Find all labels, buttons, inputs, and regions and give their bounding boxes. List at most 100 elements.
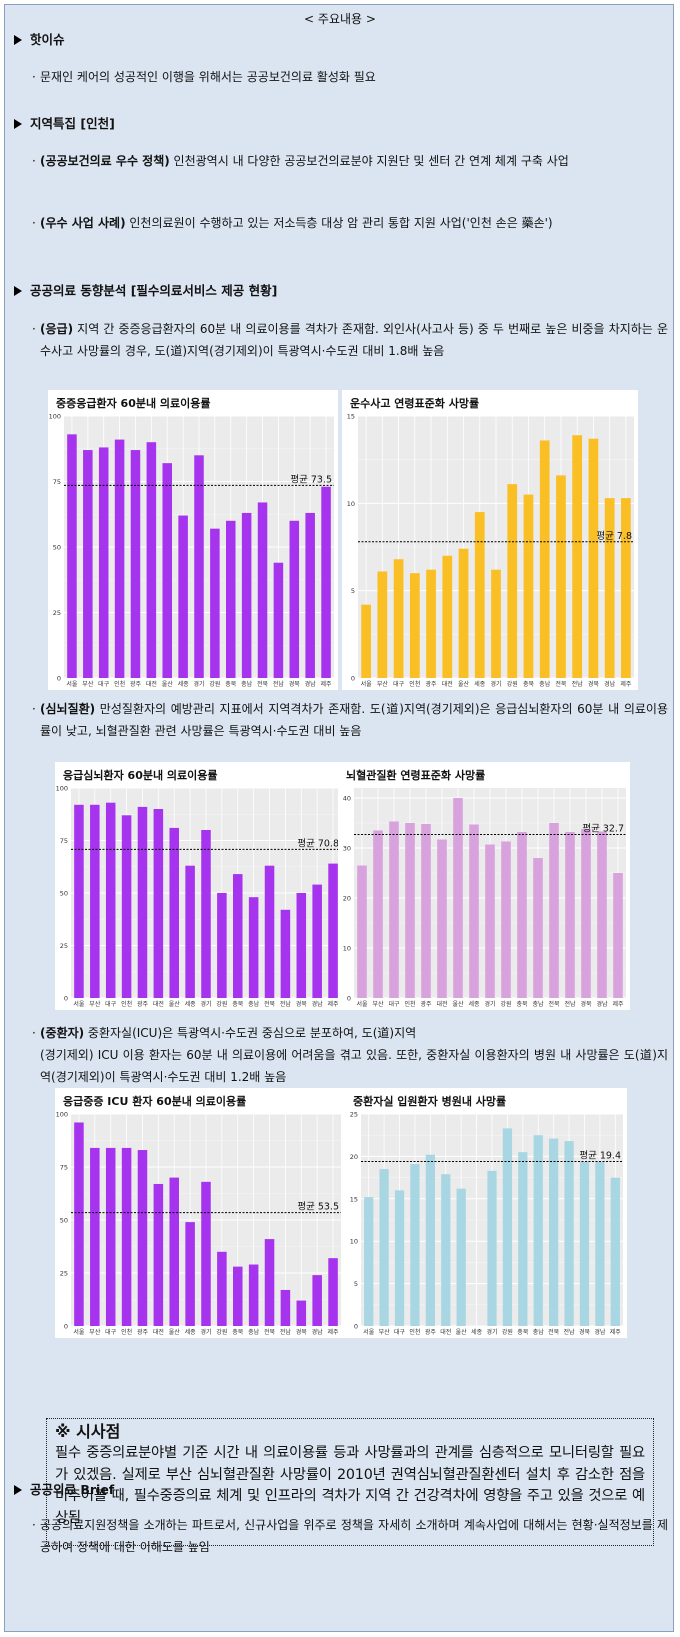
y-tick-label: 10: [350, 1238, 358, 1246]
x-tick-label: 전남: [564, 1328, 576, 1336]
x-tick-label: 경북: [296, 1329, 308, 1336]
y-tick-label: 20: [350, 1153, 358, 1161]
x-tick-label: 세종: [471, 1328, 483, 1336]
x-tick-label: 인천: [409, 1328, 420, 1336]
bar-충남: [533, 1135, 543, 1326]
bar-서울: [74, 1122, 84, 1326]
x-tick-label: 인천: [409, 680, 420, 688]
bar-제주: [328, 863, 338, 998]
y-tick-label: 5: [354, 1280, 358, 1288]
x-tick-label: 울산: [169, 1328, 181, 1336]
x-tick-label: 부산: [82, 680, 94, 688]
bar-전북: [556, 475, 566, 678]
x-tick-label: 인천: [121, 1328, 132, 1336]
bar-대전: [442, 555, 453, 678]
bar-울산: [162, 463, 172, 678]
chart-title: 응급심뇌환자 60분내 의료이용률: [63, 768, 218, 782]
x-tick-label: 충남: [241, 680, 253, 688]
bar-전남: [564, 1141, 574, 1326]
bullet-trend-icu: · (중환자) 중환자실(ICU)은 특광역시·수도권 중심으로 분포하여, 도(…: [32, 1026, 668, 1084]
chart-svg: 중환자실 입원환자 병원내 사망률 0 5 10 15 20 25 서울 부산 대구 인천 광주 대전 울…: [350, 1094, 623, 1336]
bar-전북: [264, 865, 275, 998]
bar-세종: [474, 512, 485, 678]
bar-울산: [453, 798, 463, 998]
y-tick-label: 25: [53, 609, 61, 617]
x-tick-label: 충북: [517, 1328, 529, 1336]
x-tick-label: 충남: [532, 1000, 544, 1008]
bar-경기: [201, 830, 211, 998]
bar-대구: [389, 821, 399, 998]
y-tick-label: 20: [343, 895, 351, 903]
bar-제주: [328, 1258, 338, 1326]
bar-경북: [581, 829, 591, 998]
x-tick-label: 경북: [296, 1001, 308, 1008]
bar-경북: [588, 438, 599, 678]
x-tick-label: 대구: [105, 1000, 117, 1008]
bar-충북: [233, 1266, 243, 1326]
bar-광주: [137, 806, 148, 998]
chart-traffic-mortality: 운수사고 연령표준화 사망률 0 5 10 15 서울 부산 대구 인천 광주 대전 울산 세종 경기 강원…: [342, 390, 638, 690]
x-tick-label: 경기: [200, 1000, 211, 1008]
bar-세종: [185, 865, 195, 998]
bar-인천: [121, 1147, 132, 1326]
bar-대구: [105, 1147, 116, 1326]
bar-경북: [289, 520, 300, 678]
x-tick-label: 대구: [393, 680, 405, 688]
x-tick-label: 제주: [612, 1000, 624, 1008]
x-tick-label: 강원: [500, 1000, 511, 1008]
bar-전북: [549, 823, 559, 998]
bar-광주: [425, 1154, 435, 1326]
x-tick-label: 경북: [289, 681, 301, 688]
bar-충북: [523, 494, 534, 678]
average-label: 평균 7.8: [596, 531, 632, 542]
x-tick-label: 전북: [257, 680, 269, 688]
bar-경남: [595, 1161, 605, 1326]
y-tick-label: 50: [60, 1217, 68, 1225]
section-heading-region: 지역특집 [인천]: [14, 113, 115, 132]
x-tick-label: 인천: [404, 1000, 415, 1008]
bar-충남: [241, 512, 252, 678]
chart-icu-mortality: 중환자실 입원환자 병원내 사망률 0 5 10 15 20 25 서울 부산 대구 인천 광주 대전 울…: [345, 1088, 627, 1338]
triangle-bullet-icon: [14, 35, 22, 45]
y-tick-label: 30: [343, 845, 351, 853]
x-tick-label: 대전: [442, 680, 453, 688]
bar-서울: [361, 604, 371, 678]
bullet-trend-emergency: · (응급) 지역 간 중증응급환자의 60분 내 의료이용를 격차가 존재함. …: [32, 322, 668, 358]
x-tick-label: 대전: [440, 1328, 451, 1336]
y-tick-label: 15: [350, 1195, 358, 1203]
y-tick-label: 0: [351, 675, 355, 683]
x-tick-label: 대전: [146, 680, 157, 688]
y-tick-label: 75: [60, 1164, 68, 1172]
bar-충남: [533, 858, 543, 998]
x-tick-label: 울산: [458, 680, 470, 688]
bar-경기: [491, 569, 501, 678]
x-tick-label: 울산: [456, 1328, 468, 1336]
bar-전남: [565, 832, 575, 998]
x-tick-label: 대구: [98, 680, 110, 688]
bullet-brief: · 공공의료지원정책을 소개하는 파트로서, 신규사업을 위주로 정책을 자세히 …: [32, 1518, 668, 1554]
bar-충남: [248, 1264, 259, 1326]
bar-강원: [502, 1128, 513, 1326]
bar-충남: [539, 440, 550, 678]
bar-전남: [273, 562, 284, 678]
x-tick-label: 충북: [523, 680, 535, 688]
x-tick-label: 제주: [328, 1000, 340, 1008]
bar-경남: [604, 498, 615, 678]
implication-heading: ※ 시사점: [55, 1422, 121, 1441]
bar-대전: [153, 809, 164, 998]
x-tick-label: 인천: [121, 1000, 132, 1008]
bar-전북: [257, 502, 268, 678]
bar-광주: [421, 824, 431, 998]
triangle-bullet-icon: [14, 286, 22, 296]
bar-대구: [394, 1190, 405, 1326]
x-tick-label: 경남: [596, 1000, 608, 1008]
bar-경기: [487, 1170, 497, 1326]
chart-svg: 뇌혈관질환 연령표준화 사망률 0 10 20 30 40 서울 부산 대구 인천 광주 대전 울산 세종…: [343, 768, 626, 1008]
x-tick-label: 대구: [394, 1328, 406, 1336]
y-tick-label: 25: [60, 942, 68, 950]
bar-대구: [98, 447, 109, 678]
bar-인천: [405, 823, 415, 998]
chart-title: 응급중증 ICU 환자 60분내 의료이용률: [63, 1094, 246, 1108]
bar-전남: [572, 435, 583, 678]
x-tick-label: 부산: [372, 1000, 384, 1008]
